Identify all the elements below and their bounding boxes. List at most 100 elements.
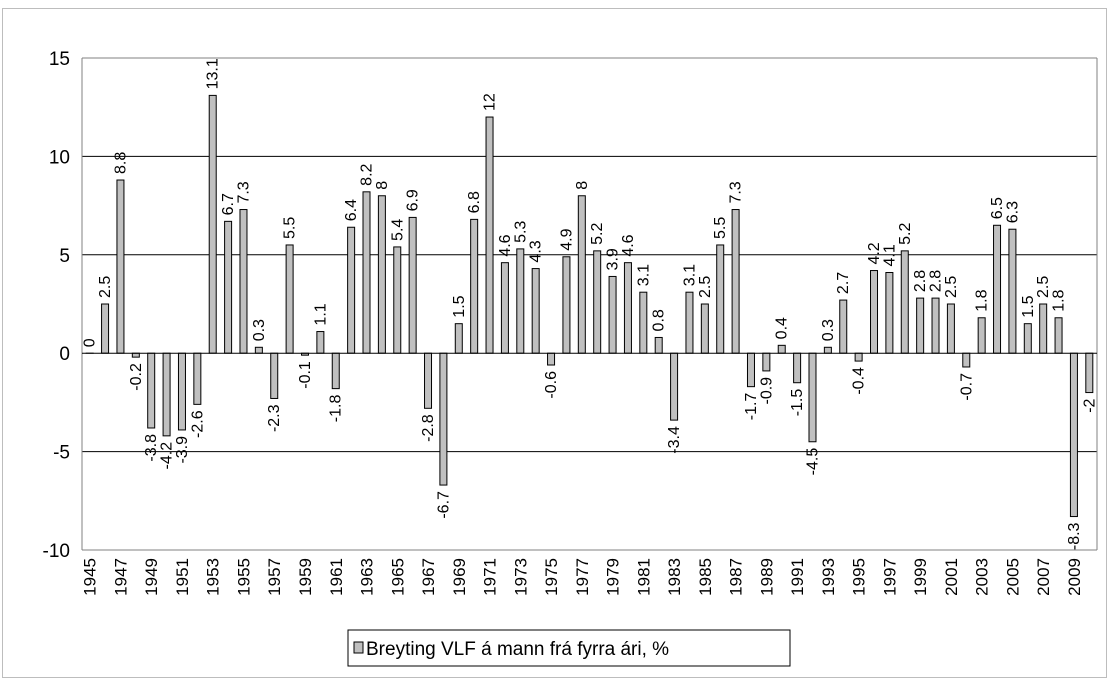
x-tick-label: 2001	[942, 558, 961, 596]
data-label: 2.5	[1035, 276, 1052, 298]
bar	[208, 94, 217, 354]
x-tick-label: 1951	[173, 558, 192, 596]
x-tick-label: 2003	[973, 558, 992, 596]
bar	[454, 323, 463, 354]
data-label: -8.3	[1066, 522, 1083, 550]
bar	[439, 352, 448, 486]
x-tick-label: 1959	[296, 558, 315, 596]
x-tick-label: 2007	[1034, 558, 1053, 596]
bar	[347, 226, 356, 354]
data-label: 6.3	[1004, 201, 1021, 223]
x-tick-label: 1969	[450, 558, 469, 596]
data-label: 4.9	[558, 228, 575, 250]
bar	[1023, 323, 1032, 354]
x-tick-label: 1963	[358, 558, 377, 596]
legend: Breyting VLF á mann frá fyrra ári, %	[347, 629, 791, 667]
data-label: 4.6	[620, 234, 637, 256]
bar	[777, 344, 786, 354]
data-label: -2.8	[420, 414, 437, 442]
data-label: -1.5	[789, 389, 806, 417]
data-label: 12	[482, 93, 499, 111]
bar	[762, 352, 771, 372]
data-label: 5.2	[589, 223, 606, 245]
data-labels: 02.58.8-0.2-3.8-4.2-3.9-2.613.16.77.30.3…	[82, 58, 1099, 550]
data-label: -1.8	[328, 395, 345, 423]
bar	[685, 291, 694, 354]
legend-label: Breyting VLF á mann frá fyrra ári, %	[366, 639, 669, 660]
data-label: -6.7	[435, 491, 452, 519]
x-tick-label: 1993	[819, 558, 838, 596]
bar	[716, 244, 725, 354]
bar	[316, 331, 325, 354]
data-label: -0.6	[543, 371, 560, 399]
x-tick-label: 1983	[665, 558, 684, 596]
bar	[900, 250, 909, 354]
data-label: 3.1	[635, 264, 652, 286]
data-label: 1.5	[1020, 295, 1037, 317]
data-label: 0	[82, 338, 99, 347]
x-tick-label: 1953	[204, 558, 223, 596]
data-label: 4.2	[866, 242, 883, 264]
bar	[377, 195, 386, 354]
data-label: 2.5	[97, 276, 114, 298]
y-tick-label: 0	[59, 344, 70, 365]
bar	[854, 352, 863, 362]
bar	[270, 352, 279, 399]
bar	[577, 195, 586, 354]
y-tick-label: 15	[49, 49, 70, 70]
bar	[746, 352, 755, 388]
data-label: 7.3	[728, 181, 745, 203]
x-tick-label: 1989	[757, 558, 776, 596]
x-tick-label: 1957	[265, 558, 284, 596]
data-label: -2.3	[266, 404, 283, 432]
data-label: 6.4	[343, 199, 360, 221]
bar	[177, 352, 186, 431]
bar	[547, 352, 556, 366]
x-tick-label: 1971	[481, 558, 500, 596]
data-label: 1.5	[451, 295, 468, 317]
x-tick-label: 1979	[604, 558, 623, 596]
data-label: 2.5	[697, 276, 714, 298]
axes	[81, 57, 1098, 551]
data-label: 4.3	[528, 240, 545, 262]
x-tick-label: 1981	[634, 558, 653, 596]
data-label: 2.8	[928, 270, 945, 292]
legend-swatch	[353, 641, 364, 654]
data-label: 1.8	[1051, 289, 1068, 311]
gridlines	[82, 57, 1097, 551]
bar	[147, 352, 156, 429]
data-label: 4.1	[881, 244, 898, 266]
bar	[639, 291, 648, 354]
data-label: 8	[574, 181, 591, 190]
data-label: 2.7	[835, 272, 852, 294]
data-label: 6.5	[989, 197, 1006, 219]
bar	[962, 352, 971, 368]
x-tick-label: 1995	[850, 558, 869, 596]
data-label: 13.1	[205, 58, 222, 89]
bar	[362, 191, 371, 354]
x-tick-label: 1977	[573, 558, 592, 596]
bar	[623, 262, 632, 354]
x-axis-ticks: 1945 1947 1949 1951 1953 1955 1957 1959 1961 1963…	[81, 558, 1084, 596]
data-label: 0.4	[774, 317, 791, 339]
data-label: -4.2	[159, 442, 176, 470]
bar	[1054, 317, 1063, 354]
bar	[731, 209, 740, 354]
data-label: -0.4	[851, 367, 868, 395]
data-label: 2.5	[943, 276, 960, 298]
data-label: -3.8	[143, 434, 160, 462]
bar	[239, 209, 248, 354]
bar	[977, 317, 986, 354]
data-label: 5.5	[712, 217, 729, 239]
y-axis-ticks: 15 10 5 0 -5 -10	[43, 49, 70, 562]
bar	[254, 346, 263, 354]
bar	[993, 224, 1002, 354]
data-label: -3.4	[666, 426, 683, 454]
bar	[531, 268, 540, 354]
bar	[670, 352, 679, 421]
bar	[593, 250, 602, 354]
bar	[885, 272, 894, 354]
data-label: -0.2	[128, 363, 145, 391]
data-label: -0.1	[297, 361, 314, 389]
